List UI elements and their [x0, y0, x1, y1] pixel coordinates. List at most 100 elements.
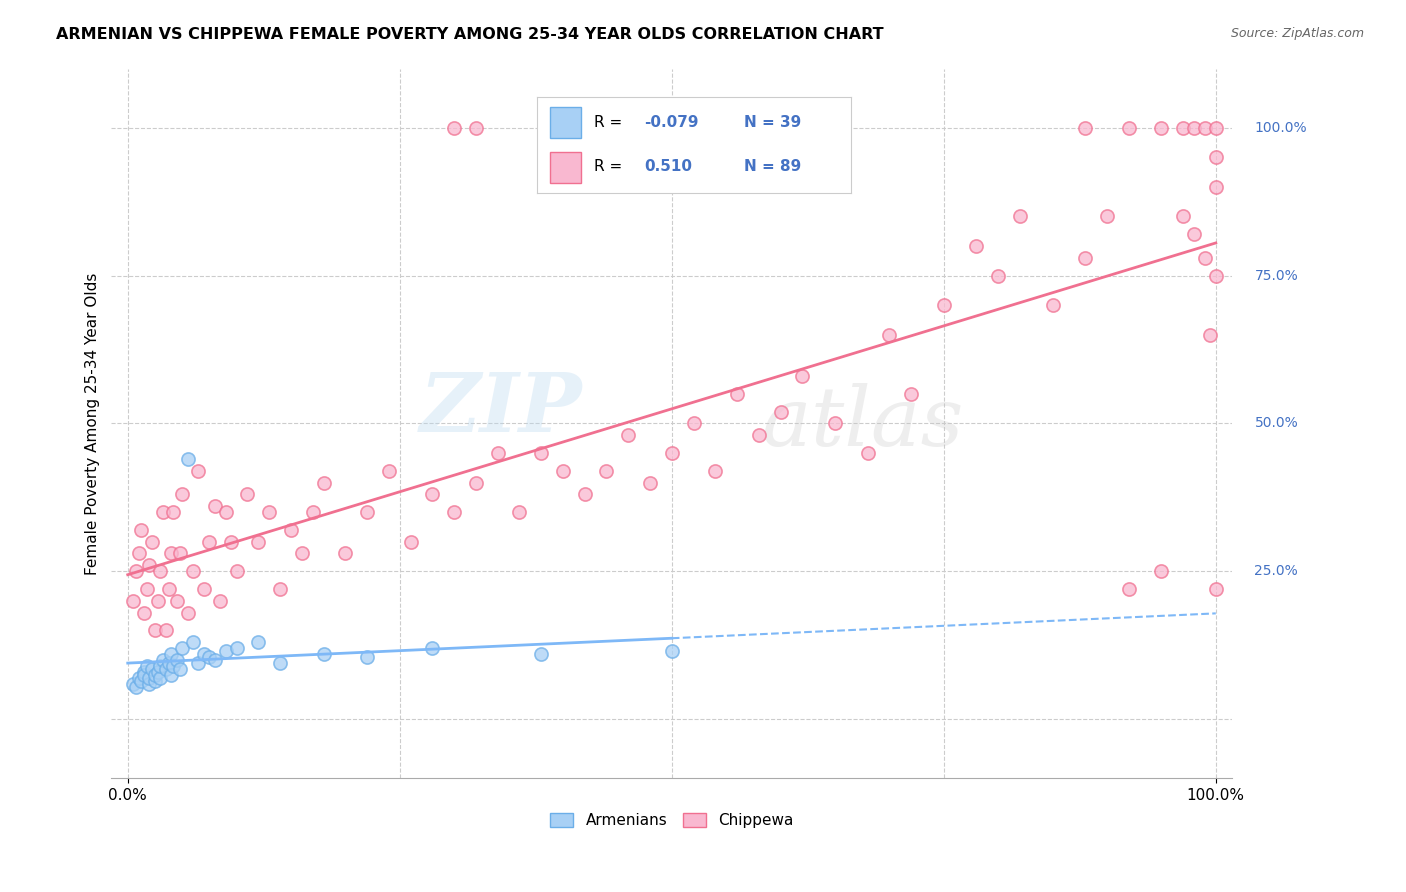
Point: [214, 644, 236, 658]
Point: [176, 451, 198, 466]
Point: [422, 641, 444, 656]
Point: [1118, 582, 1140, 596]
Point: [1095, 210, 1118, 224]
Point: [149, 564, 172, 578]
Point: [1173, 120, 1195, 135]
Point: [125, 564, 148, 578]
Point: [1182, 120, 1205, 135]
Point: [1008, 210, 1031, 224]
Point: [128, 546, 150, 560]
Point: [530, 446, 553, 460]
Text: Source: ZipAtlas.com: Source: ZipAtlas.com: [1230, 27, 1364, 40]
Point: [138, 676, 160, 690]
Point: [138, 558, 160, 573]
Point: [143, 624, 166, 638]
Point: [169, 662, 191, 676]
Point: [682, 417, 704, 431]
Point: [280, 523, 302, 537]
Point: [312, 475, 335, 490]
Point: [129, 673, 152, 688]
Point: [187, 464, 209, 478]
Point: [136, 582, 159, 596]
Point: [291, 546, 314, 560]
Point: [932, 298, 955, 312]
Point: [209, 594, 232, 608]
Point: [157, 656, 180, 670]
Point: [879, 327, 901, 342]
Point: [464, 475, 486, 490]
Point: [1150, 120, 1173, 135]
Point: [176, 606, 198, 620]
Point: [356, 650, 378, 665]
Point: [129, 523, 152, 537]
Point: [965, 239, 987, 253]
Point: [193, 647, 215, 661]
Point: [508, 505, 530, 519]
Legend: Armenians, Chippewa: Armenians, Chippewa: [544, 807, 799, 834]
Point: [122, 594, 145, 608]
Point: [748, 428, 770, 442]
Point: [1205, 268, 1227, 283]
Text: atlas: atlas: [762, 384, 963, 463]
Point: [312, 647, 335, 661]
Point: [122, 676, 145, 690]
Point: [486, 446, 509, 460]
Text: ZIP: ZIP: [419, 369, 582, 450]
Point: [1118, 120, 1140, 135]
Point: [1205, 582, 1227, 596]
Point: [1074, 120, 1097, 135]
Point: [638, 475, 661, 490]
Point: [443, 120, 465, 135]
Point: [204, 653, 226, 667]
Text: 25.0%: 25.0%: [1254, 565, 1298, 578]
Point: [155, 662, 177, 676]
Point: [792, 369, 814, 384]
Point: [143, 673, 166, 688]
Point: [856, 446, 879, 460]
Point: [356, 505, 378, 519]
Point: [172, 487, 194, 501]
Point: [824, 417, 846, 431]
Point: [661, 644, 683, 658]
Point: [1042, 298, 1064, 312]
Point: [172, 641, 194, 656]
Point: [181, 635, 204, 649]
Text: 50.0%: 50.0%: [1254, 417, 1298, 430]
Point: [269, 582, 291, 596]
Point: [225, 564, 247, 578]
Point: [1194, 251, 1216, 265]
Point: [198, 534, 221, 549]
Text: ARMENIAN VS CHIPPEWA FEMALE POVERTY AMONG 25-34 YEAR OLDS CORRELATION CHART: ARMENIAN VS CHIPPEWA FEMALE POVERTY AMON…: [56, 27, 884, 42]
Point: [162, 658, 184, 673]
Point: [166, 653, 188, 667]
Point: [143, 667, 166, 681]
Point: [160, 667, 183, 681]
Point: [530, 647, 553, 661]
Point: [399, 534, 422, 549]
Point: [1205, 179, 1227, 194]
Point: [422, 487, 444, 501]
Point: [181, 564, 204, 578]
Text: 75.0%: 75.0%: [1254, 268, 1298, 283]
Point: [725, 386, 748, 401]
Point: [464, 120, 486, 135]
Point: [574, 487, 596, 501]
Text: 100.0%: 100.0%: [1254, 120, 1308, 135]
Point: [132, 667, 155, 681]
Point: [138, 671, 160, 685]
Point: [247, 534, 270, 549]
Point: [214, 505, 236, 519]
Point: [204, 499, 226, 513]
Point: [141, 662, 163, 676]
Point: [169, 546, 191, 560]
Point: [551, 464, 574, 478]
Point: [269, 656, 291, 670]
Point: [160, 546, 183, 560]
Point: [198, 650, 221, 665]
Point: [769, 404, 792, 418]
Point: [152, 505, 174, 519]
Point: [661, 446, 683, 460]
Point: [617, 428, 640, 442]
Point: [1205, 120, 1227, 135]
Point: [157, 582, 180, 596]
